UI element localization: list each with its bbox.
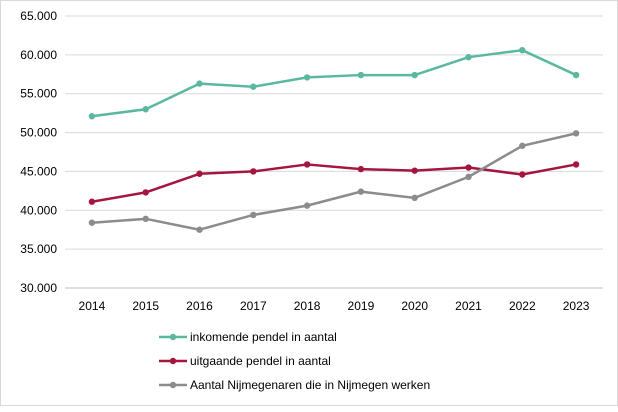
y-tick-label: 40.000	[20, 203, 57, 217]
y-tick-label: 60.000	[20, 48, 57, 62]
x-tick-label: 2022	[509, 299, 536, 313]
x-tick-label: 2016	[186, 299, 213, 313]
data-point	[303, 202, 311, 209]
series-3	[88, 130, 580, 233]
data-point	[88, 113, 96, 120]
data-point	[411, 71, 418, 79]
x-tick-label: 2017	[240, 299, 267, 313]
data-point	[88, 219, 96, 226]
data-point	[572, 71, 580, 79]
data-point	[357, 188, 365, 195]
data-point	[142, 215, 149, 223]
x-tick-label: 2015	[132, 299, 159, 313]
legend-item: uitgaande pendel in aantal	[159, 354, 331, 368]
data-point	[303, 161, 311, 168]
data-point	[465, 53, 472, 61]
data-point	[572, 130, 580, 137]
data-point	[519, 142, 526, 149]
y-tick-label: 65.000	[20, 9, 57, 23]
data-point	[250, 168, 257, 175]
data-point	[196, 226, 203, 233]
data-point	[142, 189, 149, 196]
x-axis-tick-labels: 2014 2015 2016 2017 2018 2019 2020 2021 2022 2023	[79, 299, 590, 313]
legend: inkomende pendel in aantal uitgaande pend…	[159, 330, 430, 392]
data-point	[411, 194, 418, 202]
x-tick-label: 2019	[348, 299, 375, 313]
data-point	[196, 170, 203, 177]
data-point	[465, 164, 472, 171]
series-line	[91, 132, 577, 231]
data-point	[303, 74, 311, 81]
data-point	[465, 173, 472, 181]
legend-swatch-marker	[169, 381, 177, 389]
series-line	[91, 48, 577, 118]
legend-label: uitgaande pendel in aantal	[190, 354, 331, 368]
data-point	[519, 171, 526, 178]
series-line	[91, 163, 577, 203]
legend-label: Aantal Nijmegenaren die in Nijmegen werk…	[190, 378, 430, 392]
x-tick-label: 2014	[79, 299, 106, 313]
x-tick-label: 2018	[294, 299, 321, 313]
data-point	[250, 83, 257, 90]
y-tick-label: 55.000	[20, 87, 57, 101]
data-point	[411, 167, 418, 174]
x-tick-label: 2020	[401, 299, 428, 313]
series-1	[88, 46, 580, 120]
y-tick-label: 50.000	[20, 126, 57, 140]
data-point	[142, 106, 149, 113]
gridlines	[65, 15, 603, 289]
legend-label: inkomende pendel in aantal	[190, 330, 337, 344]
data-point	[357, 165, 365, 173]
data-point	[519, 46, 526, 54]
series-group	[88, 46, 580, 233]
x-tick-label: 2021	[455, 299, 482, 313]
y-tick-label: 30.000	[20, 281, 57, 295]
data-point	[88, 198, 96, 205]
data-point	[250, 211, 257, 219]
legend-item: inkomende pendel in aantal	[159, 330, 337, 344]
legend-item: Aantal Nijmegenaren die in Nijmegen werk…	[159, 378, 430, 392]
y-tick-label: 35.000	[20, 242, 57, 256]
y-axis-tick-labels: 30.000 35.000 40.000 45.000 50.000 55.000 60.0…	[20, 9, 57, 295]
legend-swatch-marker	[169, 333, 177, 341]
legend-swatch-marker	[169, 357, 177, 365]
series-2	[88, 161, 580, 205]
data-point	[572, 161, 580, 168]
x-tick-label: 2023	[563, 299, 590, 313]
data-point	[357, 71, 365, 79]
y-tick-label: 45.000	[20, 164, 57, 178]
data-point	[196, 80, 203, 87]
